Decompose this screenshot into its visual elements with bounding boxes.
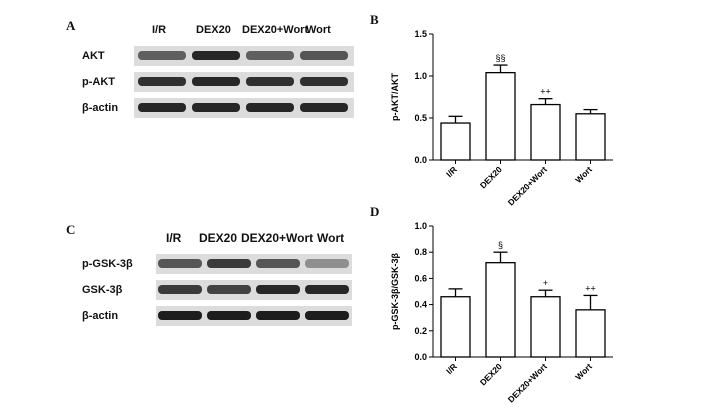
blot-a-band — [300, 51, 348, 60]
y-tick-label: 1.5 — [414, 29, 427, 39]
blot-c-band — [256, 311, 300, 320]
blot-a-band — [246, 51, 294, 60]
blot-a-band — [246, 103, 294, 112]
blot-a-strip — [134, 98, 354, 118]
blot-a-band — [246, 77, 294, 86]
bar — [485, 262, 516, 358]
panel-a-letter: A — [66, 18, 76, 33]
y-tick-label: 1.0 — [414, 221, 427, 231]
blot-c-row-label: p-GSK-3β — [82, 258, 133, 270]
blot-c-lane-label: DEX20 — [199, 231, 238, 245]
blot-a-strip — [134, 46, 354, 66]
blot-a-band — [192, 103, 240, 112]
blot-c-strip — [156, 280, 352, 300]
y-tick-label: 0.0 — [414, 352, 427, 362]
blot-c-band — [305, 311, 349, 320]
blot-c-lane-label: DEX20+Wort — [241, 231, 314, 245]
blot-a-row-label: p-AKT — [82, 76, 115, 88]
x-tick-label: DEX20 — [478, 361, 504, 387]
x-tick-label: DEX20+Wort — [506, 361, 549, 404]
y-tick-label: 0.4 — [414, 300, 427, 310]
blot-a-strip — [134, 72, 354, 92]
y-tick-label: 0.8 — [414, 247, 427, 257]
blot-a-lane-label: DEX20 — [196, 24, 231, 36]
y-tick-label: 0.5 — [414, 113, 427, 123]
blot-a-row-label: β-actin — [82, 102, 119, 114]
blot-c-strip — [156, 306, 352, 326]
bar — [440, 122, 471, 161]
bar — [530, 103, 561, 161]
significance-label: §§ — [495, 53, 505, 63]
significance-label: + — [543, 278, 548, 288]
significance-label: ++ — [540, 87, 551, 97]
blot-a-band — [192, 51, 240, 60]
blot-a-lane-label: Wort — [306, 24, 331, 36]
y-tick-label: 0.2 — [414, 326, 427, 336]
panel-c-letter: C — [66, 222, 76, 237]
panel-d-letter: D — [370, 204, 380, 219]
panel-b-letter: B — [370, 12, 379, 27]
bar — [575, 309, 606, 358]
blot-a-lane-label: DEX20+Wort — [242, 24, 309, 36]
blot-c-row-label: GSK-3β — [82, 284, 123, 296]
blot-c-lane-label: Wort — [317, 231, 345, 245]
blot-a-band — [138, 51, 186, 60]
y-axis-label: p-AKT/AKT — [390, 73, 400, 121]
blot-c-band — [305, 285, 349, 294]
blot-a-row-label: AKT — [82, 50, 105, 62]
significance-label: ++ — [585, 283, 596, 293]
y-tick-label: 1.0 — [414, 71, 427, 81]
blot-c-band — [305, 259, 349, 268]
y-tick-label: 0.0 — [414, 155, 427, 165]
blot-c-band — [158, 311, 202, 320]
blot-a-band — [192, 77, 240, 86]
blot-c-band — [256, 259, 300, 268]
y-axis-label: p-GSK-3β/GSK-3β — [390, 253, 400, 330]
blot-c-strip — [156, 254, 352, 274]
blot-a-lane-label: I/R — [152, 24, 167, 36]
blot-c-band — [158, 259, 202, 268]
x-tick-label: I/R — [444, 361, 459, 376]
blot-c-lane-label: I/R — [166, 231, 182, 245]
blot-c-band — [207, 311, 251, 320]
blot-a-band — [138, 103, 186, 112]
y-tick-label: 0.6 — [414, 273, 427, 283]
x-tick-label: Wort — [573, 361, 594, 382]
bar — [440, 296, 471, 358]
blot-a-band — [300, 77, 348, 86]
blot-a-band — [300, 103, 348, 112]
blot-c-band — [158, 285, 202, 294]
blot-a-band — [138, 77, 186, 86]
bar — [530, 296, 561, 358]
significance-label: § — [498, 240, 503, 250]
blot-c-row-label: β-actin — [82, 310, 119, 322]
blot-c-band — [256, 285, 300, 294]
blot-c-band — [207, 259, 251, 268]
blot-c-band — [207, 285, 251, 294]
